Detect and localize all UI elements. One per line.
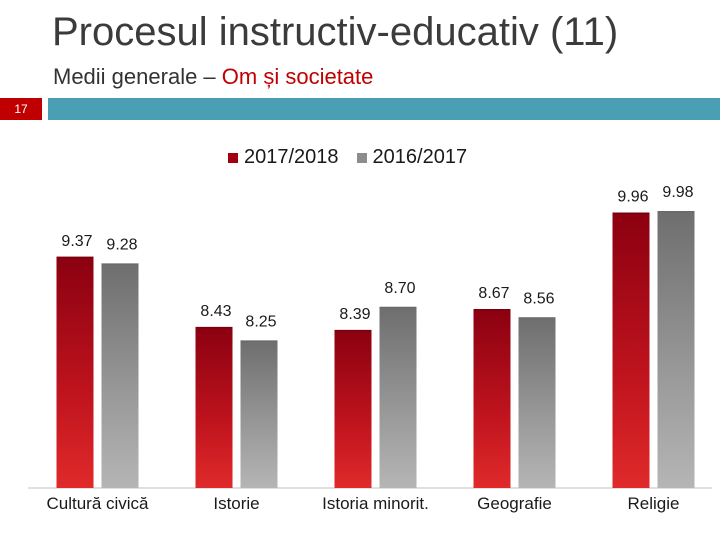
chart-legend: 2017/2018 2016/2017 (228, 146, 467, 169)
bar-istorie-2017-2018 (195, 327, 233, 488)
value-label-cultura-civica-2017-2018: 9.37 (61, 233, 92, 250)
bar-religie-2016-2017 (657, 211, 695, 488)
bar-cultura-civica-2016-2017 (101, 263, 139, 488)
value-label-geografie-2017-2018: 8.67 (478, 285, 509, 302)
value-label-religie-2016-2017: 9.98 (662, 184, 693, 201)
value-label-geografie-2016-2017: 8.56 (523, 290, 554, 307)
slide-number: 17 (0, 98, 42, 120)
page-subtitle: Medii generale – Om și societate (53, 64, 373, 90)
bar-istoria-minorit-2016-2017 (379, 306, 417, 488)
header-bar (48, 98, 720, 120)
value-label-istorie-2016-2017: 8.25 (245, 314, 276, 331)
category-label-religie: Religie (628, 494, 680, 513)
category-label-cultura-civica: Cultură civică (46, 494, 149, 513)
value-label-religie-2017-2018: 9.96 (617, 189, 648, 206)
legend-item-2017-2018: 2017/2018 (228, 146, 339, 169)
value-label-istorie-2017-2018: 8.43 (200, 303, 231, 320)
legend-item-2016-2017: 2016/2017 (356, 146, 468, 169)
bar-istorie-2016-2017 (240, 340, 278, 488)
bar-istoria-minorit-2017-2018 (334, 330, 372, 488)
legend-swatch-2017-2018 (228, 152, 238, 163)
legend-label-2016-2017: 2016/2017 (372, 146, 468, 168)
value-label-istoria-minorit-2017-2018: 8.39 (339, 306, 370, 323)
subtitle-accent: Om și societate (221, 64, 374, 89)
subtitle-prefix: Medii generale – (53, 64, 222, 89)
category-label-istorie: Istorie (213, 494, 259, 513)
bar-religie-2017-2018 (612, 212, 650, 488)
value-label-cultura-civica-2016-2017: 9.28 (106, 237, 137, 254)
category-label-geografie: Geografie (477, 494, 552, 513)
bar-geografie-2016-2017 (518, 317, 556, 488)
bar-cultura-civica-2017-2018 (56, 256, 94, 488)
value-label-istoria-minorit-2016-2017: 8.70 (384, 280, 415, 297)
bar-geografie-2017-2018 (473, 309, 511, 488)
legend-label-2017-2018: 2017/2018 (244, 146, 339, 168)
bars-group: 9.37 9.28 Cultură civică 8.43 8.25 Istorie 8.3… (46, 184, 695, 513)
legend-swatch-2016-2017 (356, 152, 367, 163)
page-title: Procesul instructiv-educativ (11) (52, 10, 619, 54)
category-label-istoria-minorit: Istoria minorit. (322, 494, 429, 513)
